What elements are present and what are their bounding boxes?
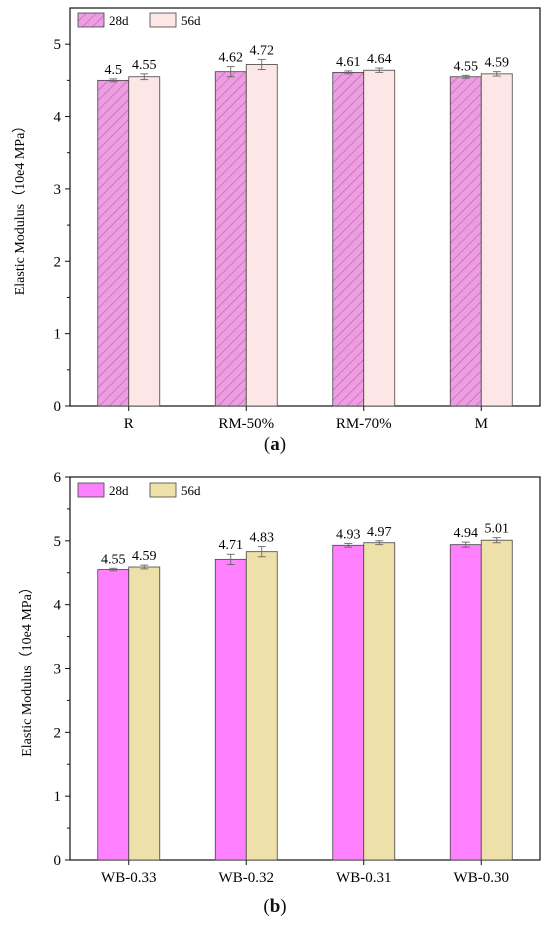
y-tick-label-b: 1 [54,789,62,805]
y-tick-label-a: 0 [54,399,62,415]
data-label-b: 4.97 [367,525,392,540]
bar-56d-b [128,566,161,861]
bar-28d-b [214,558,247,861]
legend-label-a: 28d [109,13,129,28]
chart-panel-a: 0 1 2 3 4 5 Elastic Modulus（10e4 MPa） R 4.5 4.55 R… [0,0,550,462]
y-tick-label-b: 3 [54,662,62,678]
y-tick-label-a: 3 [54,182,62,198]
caption-b: (b) [263,896,287,917]
y-tick-label-a: 4 [54,110,62,126]
legend-swatch-28d-a [77,12,105,28]
x-tick-label-a: R [124,416,134,432]
x-tick-label-b: WB-0.33 [101,870,156,886]
bar-28d-a [332,72,365,407]
plot-frame-a [69,7,541,407]
y-tick-label-b: 2 [54,725,62,741]
bar-28d-b [332,544,365,861]
legend-label-a: 56d [181,13,201,28]
data-label-a: 4.62 [219,51,244,66]
bar-chart-a: 0 1 2 3 4 5 Elastic Modulus（10e4 MPa） R 4.5 4.55 R… [12,7,541,432]
legend-label-b: 56d [181,483,201,498]
data-label-a: 4.72 [250,43,275,58]
y-tick-label-a: 1 [54,327,62,343]
bar-chart-b: 0 1 2 3 4 5 6 Elastic Modulus（10e4 MPa） WB-0.33 4… [19,470,541,886]
bar-56d-b [480,539,513,861]
data-label-b: 4.93 [336,527,361,542]
data-label-b: 4.94 [454,526,479,541]
legend-swatch-28d-b [77,482,105,498]
bar-28d-a [97,79,130,407]
bar-56d-b [245,551,278,861]
bar-56d-a [128,76,161,407]
y-tick-label-b: 5 [54,534,62,550]
bar-56d-a [363,69,396,407]
y-tick-label-b: 4 [54,598,62,614]
y-tick-label-a: 2 [54,254,62,270]
x-tick-label-b: WB-0.31 [336,870,391,886]
y-tick-label-b: 6 [54,470,62,486]
data-label-b: 5.01 [485,522,510,537]
data-label-b: 4.55 [101,552,126,567]
y-axis-label-b: Elastic Modulus（10e4 MPa） [19,580,35,757]
data-label-a: 4.55 [454,59,479,74]
bar-56d-b [363,542,396,861]
legend-swatch-56d-a [149,12,177,28]
bar-56d-a [480,73,513,407]
data-label-a: 4.64 [367,52,392,67]
data-label-a: 4.61 [336,55,361,70]
bar-56d-a [245,64,278,407]
data-label-b: 4.59 [132,549,157,564]
y-axis-label-a: Elastic Modulus（10e4 MPa） [12,119,28,296]
bar-28d-a [214,71,247,407]
data-label-b: 4.71 [219,538,244,553]
x-tick-label-a: RM-70% [336,416,392,432]
caption-a: (a) [263,434,287,455]
x-tick-label-b: WB-0.32 [219,870,274,886]
legend-swatch-56d-b [149,482,177,498]
y-tick-label-b: 0 [54,853,62,869]
x-tick-label-b: WB-0.30 [454,870,509,886]
chart-panel-b: 0 1 2 3 4 5 6 Elastic Modulus（10e4 MPa） WB-0.33 4… [0,462,550,925]
data-label-a: 4.59 [485,56,510,71]
data-label-a: 4.5 [105,63,123,78]
x-tick-label-a: M [475,416,488,432]
data-label-b: 4.83 [250,531,275,546]
data-label-a: 4.55 [132,58,157,73]
bar-28d-b [97,569,130,861]
y-tick-label-a: 5 [54,37,62,53]
x-tick-label-a: RM-50% [218,416,274,432]
bar-28d-b [449,544,482,861]
legend-label-b: 28d [109,483,129,498]
bar-28d-a [449,76,482,407]
